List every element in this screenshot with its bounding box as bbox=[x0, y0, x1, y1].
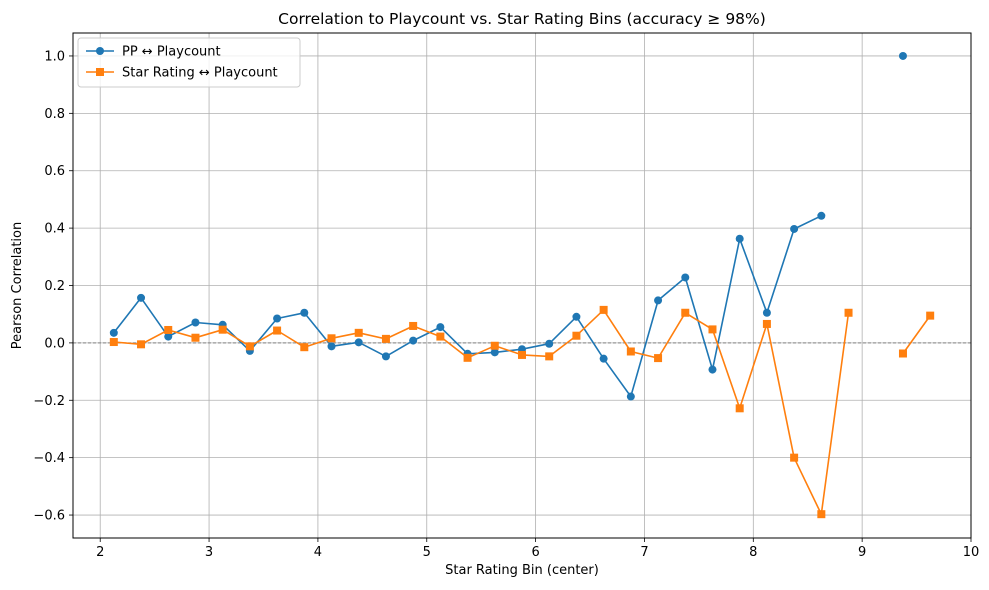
data-point bbox=[545, 352, 554, 361]
x-tick-label: 2 bbox=[96, 545, 104, 560]
data-point bbox=[191, 333, 200, 342]
data-point bbox=[245, 342, 254, 351]
data-point bbox=[844, 308, 853, 317]
y-tick-label: −0.2 bbox=[33, 394, 65, 409]
series-layer bbox=[109, 51, 935, 519]
data-point bbox=[898, 51, 907, 60]
series-line bbox=[113, 309, 850, 516]
data-point bbox=[354, 338, 363, 347]
legend: PP ↔ Playcount Star Rating ↔ Playcount bbox=[77, 37, 301, 88]
x-tick-label: 3 bbox=[205, 545, 213, 560]
data-point bbox=[762, 319, 771, 328]
data-point bbox=[137, 293, 146, 302]
data-point bbox=[735, 404, 744, 413]
legend-marker bbox=[96, 68, 104, 76]
data-point bbox=[735, 234, 744, 243]
data-point bbox=[626, 392, 635, 401]
data-point bbox=[436, 323, 445, 332]
data-point bbox=[436, 332, 445, 341]
y-tick-label: 0.8 bbox=[44, 107, 65, 122]
data-point bbox=[762, 308, 771, 317]
legend-box bbox=[77, 37, 301, 88]
y-tick-label: 0.0 bbox=[44, 336, 65, 351]
data-point bbox=[599, 305, 608, 314]
data-point bbox=[300, 308, 309, 317]
data-point bbox=[572, 331, 581, 340]
data-point bbox=[490, 341, 499, 350]
data-point bbox=[381, 334, 390, 343]
data-point bbox=[218, 325, 227, 334]
data-point bbox=[681, 308, 690, 317]
chart-title: Correlation to Playcount vs. Star Rating… bbox=[278, 10, 766, 28]
data-point bbox=[273, 326, 282, 335]
data-point bbox=[898, 349, 907, 358]
data-point bbox=[790, 453, 799, 462]
data-point bbox=[817, 510, 826, 519]
data-point bbox=[790, 224, 799, 233]
x-axis-title: Star Rating Bin (center) bbox=[445, 563, 599, 578]
legend-label: Star Rating ↔ Playcount bbox=[122, 66, 278, 81]
data-point bbox=[164, 332, 173, 341]
x-tick-label: 8 bbox=[749, 545, 757, 560]
data-point bbox=[273, 314, 282, 323]
data-point bbox=[137, 340, 146, 349]
x-tick-label: 6 bbox=[531, 545, 539, 560]
data-point bbox=[409, 321, 418, 330]
data-point bbox=[572, 312, 581, 321]
data-point bbox=[626, 347, 635, 356]
y-tick-label: 0.6 bbox=[44, 164, 65, 179]
y-axis-title: Pearson Correlation bbox=[10, 222, 25, 349]
data-point bbox=[109, 328, 118, 337]
y-tick-label: −0.4 bbox=[33, 451, 65, 466]
data-point bbox=[545, 339, 554, 348]
x-tick-label: 10 bbox=[963, 545, 980, 560]
data-point bbox=[191, 318, 200, 327]
data-point bbox=[654, 354, 663, 363]
x-tick-label: 4 bbox=[314, 545, 322, 560]
y-tick-label: 1.0 bbox=[44, 49, 65, 64]
x-tick-label: 7 bbox=[640, 545, 648, 560]
x-tick-label: 5 bbox=[423, 545, 431, 560]
data-point bbox=[300, 343, 309, 352]
x-axis-ticks: 2 3 4 5 6 7 8 9 10 bbox=[96, 538, 979, 560]
data-point bbox=[327, 342, 336, 351]
data-point bbox=[708, 325, 717, 334]
series-line bbox=[902, 315, 931, 354]
data-point bbox=[681, 273, 690, 282]
data-point bbox=[164, 325, 173, 334]
data-point bbox=[327, 334, 336, 343]
series-1 bbox=[109, 51, 907, 401]
y-tick-label: 0.4 bbox=[44, 222, 65, 237]
data-point bbox=[354, 328, 363, 337]
data-point bbox=[708, 365, 717, 374]
y-tick-label: 0.2 bbox=[44, 279, 65, 294]
data-point bbox=[109, 338, 118, 347]
data-point bbox=[381, 352, 390, 361]
x-tick-label: 9 bbox=[858, 545, 866, 560]
legend-label: PP ↔ Playcount bbox=[122, 45, 221, 60]
data-point bbox=[654, 296, 663, 305]
grid bbox=[73, 33, 972, 538]
series-2 bbox=[109, 305, 935, 519]
y-tick-label: −0.6 bbox=[33, 509, 65, 524]
data-point bbox=[490, 348, 499, 357]
data-point bbox=[518, 350, 526, 359]
data-point bbox=[599, 354, 608, 363]
y-axis-ticks: −0.6 −0.4 −0.2 0.0 0.2 0.4 0.6 0.8 1.0 bbox=[33, 49, 73, 524]
data-point bbox=[926, 311, 935, 320]
legend-marker bbox=[96, 47, 104, 55]
data-point bbox=[463, 353, 472, 362]
data-point bbox=[817, 211, 826, 220]
data-point bbox=[409, 336, 418, 345]
